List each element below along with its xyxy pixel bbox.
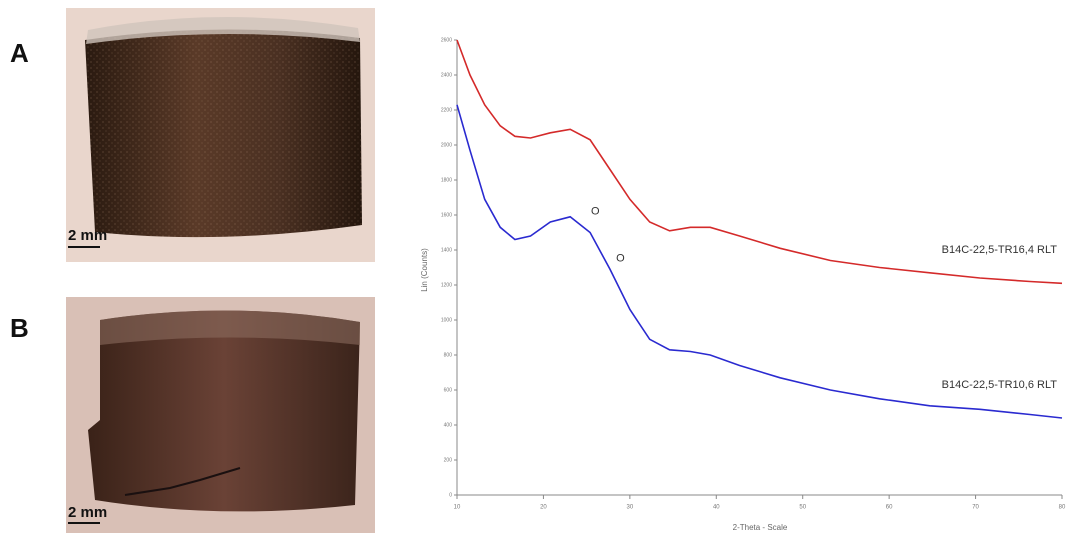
y-tick-label: 2600	[441, 37, 452, 43]
y-tick-label: 200	[444, 457, 453, 463]
y-tick-label: 2200	[441, 107, 452, 113]
scale-label: 2 mm	[68, 227, 107, 244]
y-tick-label: 0	[449, 492, 452, 498]
y-tick-label: 800	[444, 352, 453, 358]
x-tick-label: 40	[713, 505, 720, 511]
vial-rim	[86, 16, 360, 44]
xrd-chart: Lin (Counts) 2-Theta - Scale 0 200 400 600 8…	[420, 37, 1066, 532]
y-axis-label: Lin (Counts)	[420, 248, 429, 292]
scale-label: 2 mm	[68, 504, 107, 521]
y-tick-label: 1800	[441, 177, 452, 183]
series-line	[456, 104, 1063, 419]
y-tick-label: 1600	[441, 212, 452, 218]
annotation: O	[591, 205, 600, 217]
x-axis-label: 2-Theta - Scale	[733, 523, 788, 532]
y-tick-label: 400	[444, 422, 453, 428]
series-label: B14C-22,5-TR16,4 RLT	[942, 244, 1058, 256]
annotation: O	[616, 253, 625, 265]
crack	[124, 467, 241, 496]
y-tick-label: 1200	[441, 282, 452, 288]
x-tick-label: 50	[799, 505, 806, 511]
panel-label: B	[10, 313, 29, 343]
series-line	[456, 39, 1063, 285]
y-tick-label: 2000	[441, 142, 452, 148]
x-tick-label: 30	[627, 505, 634, 511]
y-tick-label: 1400	[441, 247, 452, 253]
x-tick-label: 60	[886, 505, 893, 511]
panel-label: A	[10, 38, 29, 68]
y-tick-label: 1000	[441, 317, 452, 323]
y-tick-label: 2400	[441, 72, 452, 78]
x-tick-label: 80	[1059, 505, 1066, 511]
y-tick-label: 600	[444, 387, 453, 393]
series-label: B14C-22,5-TR10,6 RLT	[942, 379, 1058, 391]
sample-b-top	[100, 310, 360, 345]
sample-a-texture	[85, 29, 362, 238]
sample-b	[88, 310, 360, 512]
x-tick-label: 20	[540, 505, 547, 511]
x-tick-label: 10	[454, 505, 461, 511]
x-tick-label: 70	[972, 505, 979, 511]
